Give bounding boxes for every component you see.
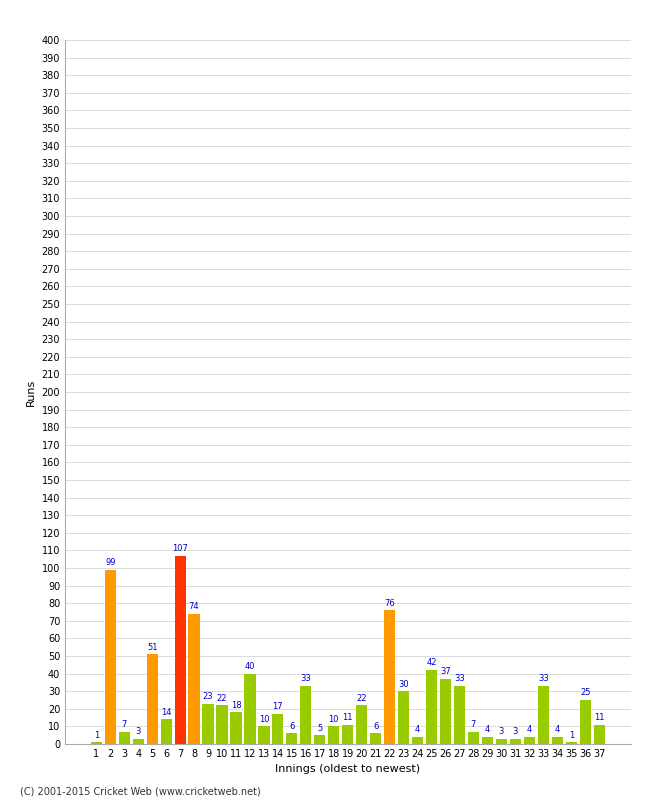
Bar [230, 712, 242, 744]
Text: 1: 1 [94, 730, 99, 739]
Bar [188, 614, 200, 744]
Bar [370, 734, 382, 744]
Text: 17: 17 [272, 702, 283, 711]
Text: 42: 42 [426, 658, 437, 667]
Bar [468, 732, 479, 744]
Text: (C) 2001-2015 Cricket Web (www.cricketweb.net): (C) 2001-2015 Cricket Web (www.cricketwe… [20, 786, 260, 796]
Text: 33: 33 [300, 674, 311, 683]
Text: 23: 23 [203, 692, 213, 701]
Bar [133, 738, 144, 744]
Text: 107: 107 [172, 544, 188, 553]
Text: 3: 3 [499, 727, 504, 736]
Text: 11: 11 [594, 713, 604, 722]
Text: 74: 74 [188, 602, 200, 611]
Bar [174, 556, 186, 744]
Bar [566, 742, 577, 744]
Bar [258, 726, 270, 744]
Y-axis label: Runs: Runs [26, 378, 36, 406]
Text: 30: 30 [398, 679, 409, 689]
Bar [216, 706, 228, 744]
Text: 76: 76 [384, 598, 395, 608]
Text: 40: 40 [244, 662, 255, 671]
Text: 4: 4 [485, 726, 490, 734]
Bar [426, 670, 437, 744]
Bar [161, 719, 172, 744]
Text: 6: 6 [289, 722, 294, 731]
Text: 37: 37 [440, 667, 451, 676]
Bar [272, 714, 283, 744]
Text: 10: 10 [328, 714, 339, 724]
Bar [300, 686, 311, 744]
Bar [510, 738, 521, 744]
Bar [105, 570, 116, 744]
Text: 18: 18 [231, 701, 241, 710]
Bar [328, 726, 339, 744]
Bar [552, 737, 563, 744]
Bar [147, 654, 158, 744]
Bar [314, 735, 326, 744]
Bar [342, 725, 354, 744]
Bar [593, 725, 604, 744]
Bar [412, 737, 423, 744]
Text: 4: 4 [554, 726, 560, 734]
Text: 51: 51 [147, 642, 157, 651]
Text: 11: 11 [343, 713, 353, 722]
Bar [482, 737, 493, 744]
Bar [538, 686, 549, 744]
Text: 3: 3 [135, 727, 141, 736]
Text: 25: 25 [580, 688, 590, 698]
Text: 5: 5 [317, 723, 322, 733]
Text: 10: 10 [259, 714, 269, 724]
Text: 6: 6 [373, 722, 378, 731]
Text: 99: 99 [105, 558, 116, 567]
Bar [454, 686, 465, 744]
Bar [384, 610, 395, 744]
Bar [580, 700, 591, 744]
Bar [202, 703, 214, 744]
Text: 22: 22 [216, 694, 228, 702]
Text: 22: 22 [356, 694, 367, 702]
Bar [286, 734, 298, 744]
Bar [496, 738, 507, 744]
Bar [524, 737, 535, 744]
Bar [440, 679, 451, 744]
Text: 1: 1 [569, 730, 574, 739]
Bar [244, 674, 255, 744]
Text: 33: 33 [454, 674, 465, 683]
Text: 14: 14 [161, 708, 172, 717]
Bar [119, 732, 130, 744]
Bar [91, 742, 102, 744]
Text: 4: 4 [526, 726, 532, 734]
X-axis label: Innings (oldest to newest): Innings (oldest to newest) [275, 765, 421, 774]
Text: 4: 4 [415, 726, 420, 734]
Text: 7: 7 [122, 720, 127, 729]
Text: 3: 3 [513, 727, 518, 736]
Bar [356, 706, 367, 744]
Text: 7: 7 [471, 720, 476, 729]
Text: 33: 33 [538, 674, 549, 683]
Bar [398, 691, 410, 744]
